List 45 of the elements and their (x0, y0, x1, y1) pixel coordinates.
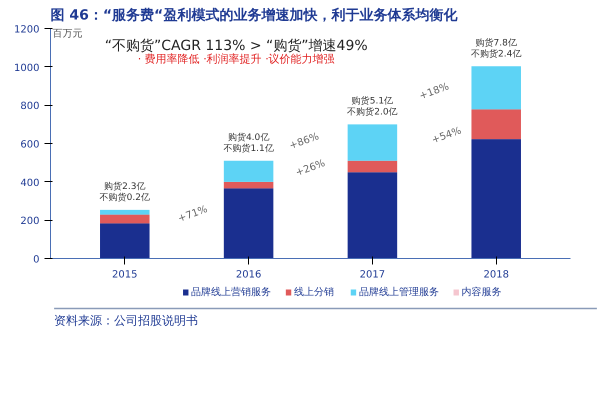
annotation: 不购货1.1亿 (223, 142, 274, 154)
legend-label: 线上分销 (294, 286, 334, 298)
annotation: 购货4.0亿 (228, 132, 270, 143)
y-tick-label: 1000 (14, 62, 40, 74)
y-tick-label: 400 (20, 178, 40, 189)
bar (100, 210, 150, 215)
annotation: · 费用率降低 ·利润率提升 ·议价能力增强 (138, 52, 335, 66)
annotation: 购货5.1亿 (352, 95, 394, 106)
bar (224, 188, 274, 258)
y-tick-label: 600 (20, 140, 40, 150)
legend-label: 品牌线上管理服务 (358, 286, 439, 298)
annotation: +26% (294, 158, 327, 179)
x-tick-label: 2017 (360, 270, 386, 280)
y-tick-label: 1200 (14, 24, 40, 36)
y-tick-label: 800 (20, 101, 40, 112)
annotation: 购货2.3亿 (104, 180, 146, 192)
y-tick-label: 0 (33, 254, 40, 266)
bar (224, 182, 274, 188)
bar (100, 223, 150, 258)
annotation: +18% (418, 81, 451, 102)
x-tick-label: 2018 (483, 270, 509, 280)
chart-title: 图 46：“服务费“盈利模式的业务增速加快，利于业务体系均衡化 (50, 8, 458, 24)
y-tick-label: 200 (20, 216, 40, 228)
bar (471, 139, 521, 258)
annotation: 不购货2.0亿 (347, 106, 398, 118)
annotation: +54% (430, 125, 463, 146)
bar (348, 160, 398, 172)
annotation: +71% (176, 204, 210, 225)
y-axis-title: 百万元 (52, 28, 82, 40)
bar (100, 214, 150, 224)
bar (471, 66, 521, 110)
x-tick-label: 2016 (236, 270, 262, 280)
x-tick-label: 2015 (112, 270, 138, 280)
legend-label: 品牌线上营销服务 (191, 286, 272, 298)
annotation: +86% (288, 131, 321, 152)
annotation: 购货7.8亿 (476, 37, 517, 48)
bar (471, 109, 521, 140)
legend-label: 内容服务 (462, 286, 502, 298)
annotation: 不购货2.4亿 (471, 48, 522, 60)
annotation: “不购货”CAGR 113% > “购货”增速49% (104, 38, 368, 54)
bar (224, 160, 274, 182)
text: 资料来源：公司招股说明书 (54, 314, 198, 328)
annotation: 不购货0.2亿 (100, 192, 150, 203)
bar (348, 172, 398, 258)
bar (348, 124, 398, 161)
